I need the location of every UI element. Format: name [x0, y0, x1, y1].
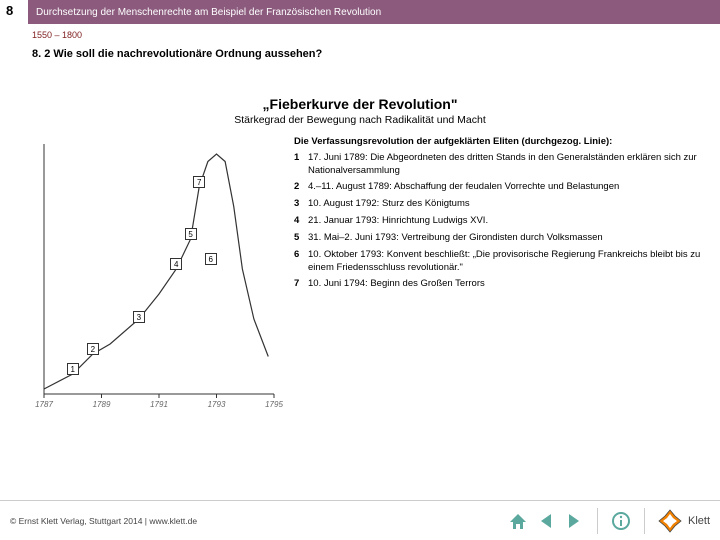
- legend-item: 24.–11. August 1789: Abschaffung der feu…: [294, 181, 716, 194]
- chapter-number: 8: [0, 0, 28, 24]
- main-subtitle: Stärkegrad der Bewegung nach Radikalität…: [0, 114, 720, 126]
- legend-item: 117. Juni 1789: Die Abgeordneten des dri…: [294, 152, 716, 178]
- chart-point-label: 2: [87, 343, 99, 355]
- chart-point-label: 3: [133, 311, 145, 323]
- chart-point-label: 6: [205, 253, 217, 265]
- section-heading: 8. 2 Wie soll die nachrevolutionäre Ordn…: [28, 42, 720, 66]
- chart-point-label: 7: [193, 176, 205, 188]
- home-button[interactable]: [507, 510, 529, 532]
- klett-logo-icon: [657, 508, 683, 534]
- svg-text:1787: 1787: [35, 400, 53, 409]
- next-button[interactable]: [563, 510, 585, 532]
- legend-item: 421. Januar 1793: Hinrichtung Ludwigs XV…: [294, 215, 716, 228]
- main-title: „Fieberkurve der Revolution": [0, 96, 720, 112]
- svg-text:1791: 1791: [150, 400, 168, 409]
- chart-legend: Die Verfassungsrevolution der aufgeklärt…: [286, 136, 716, 416]
- period-range: 1550 – 1800: [28, 24, 720, 42]
- legend-header: Die Verfassungsrevolution der aufgeklärt…: [294, 136, 716, 149]
- header-bar: 8 Durchsetzung der Menschenrechte am Bei…: [0, 0, 720, 24]
- legend-item: 310. August 1792: Sturz des Königtums: [294, 198, 716, 211]
- publisher-logo: Klett: [657, 508, 710, 534]
- footer: © Ernst Klett Verlag, Stuttgart 2014 | w…: [0, 500, 720, 540]
- logo-text: Klett: [688, 515, 710, 527]
- prev-button[interactable]: [535, 510, 557, 532]
- chapter-title: Durchsetzung der Menschenrechte am Beisp…: [28, 0, 720, 24]
- legend-item: 531. Mai–2. Juni 1793: Vertreibung der G…: [294, 232, 716, 245]
- fever-curve-chart: 1787 1789 1791 1793 1795 12 3 4 5 6 7: [16, 136, 286, 416]
- legend-item: 610. Oktober 1793: Konvent beschließt: „…: [294, 249, 716, 275]
- chart-point-label: 1: [67, 363, 79, 375]
- svg-text:1795: 1795: [265, 400, 283, 409]
- chart-point-label: 4: [170, 258, 182, 270]
- svg-text:1789: 1789: [93, 400, 111, 409]
- legend-item: 710. Juni 1794: Beginn des Großen Terror…: [294, 278, 716, 291]
- nav-controls: Klett: [507, 508, 710, 534]
- copyright-text: © Ernst Klett Verlag, Stuttgart 2014 | w…: [10, 516, 197, 526]
- chart-point-label: 5: [185, 228, 197, 240]
- svg-text:1793: 1793: [208, 400, 226, 409]
- info-button[interactable]: [610, 510, 632, 532]
